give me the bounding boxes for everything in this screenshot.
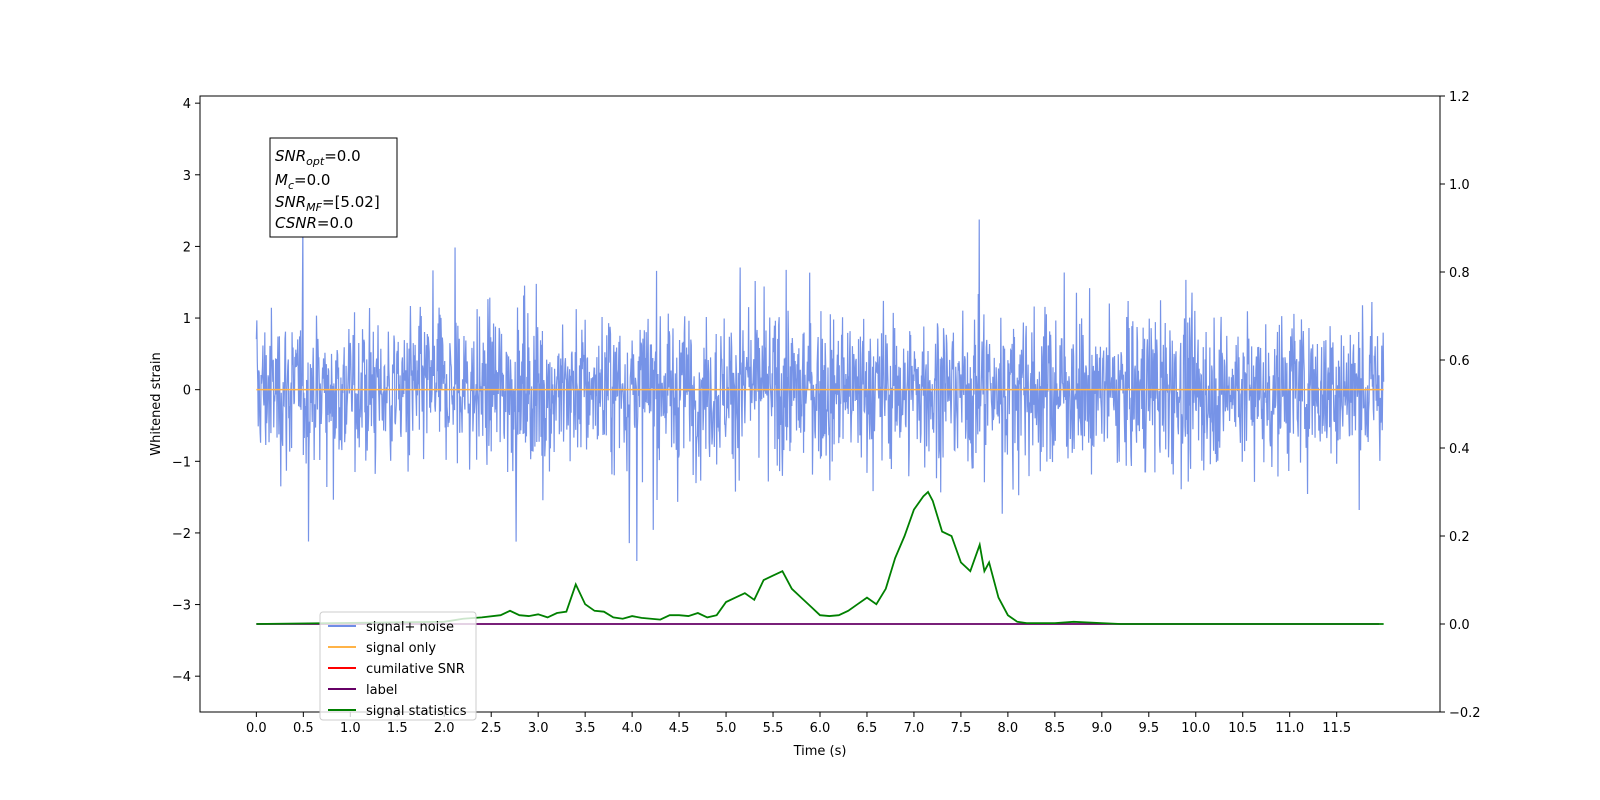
y-tick-label: 3 [183, 169, 191, 184]
y2-tick-label: 1.2 [1449, 90, 1470, 105]
x-tick-label: 8.5 [1045, 721, 1066, 736]
y-tick-label: −4 [172, 670, 191, 685]
y-tick-label: −2 [172, 527, 191, 542]
y-tick-label: 0 [183, 384, 191, 399]
x-tick-label: 6.5 [857, 721, 878, 736]
x-tick-label: 10.0 [1181, 721, 1210, 736]
signal-statistics-line [256, 490, 1384, 625]
x-tick-label: 0.0 [246, 721, 267, 736]
series-signal-noise [255, 219, 1385, 561]
noise-trace [255, 219, 1385, 561]
x-tick-label: 7.5 [951, 721, 972, 736]
y2-tick-label: 0.0 [1449, 618, 1470, 633]
x-tick-label: 2.0 [434, 721, 455, 736]
x-tick-label: 3.0 [528, 721, 549, 736]
x-tick-label: 3.5 [575, 721, 596, 736]
y-axis-right: 1.2 1.0 0.8 0.6 0.4 0.2 0.0 −0.2 [1440, 90, 1481, 721]
legend: signal+ noise signal only cumilative SNR la… [319, 611, 477, 721]
x-tick-label: 10.5 [1228, 721, 1257, 736]
x-tick-label: 8.0 [998, 721, 1019, 736]
y-tick-label: −3 [172, 599, 191, 614]
info-csnr: CSNR=0.0 [275, 214, 353, 232]
legend-label: label [366, 683, 397, 698]
y-axis-label: Whitened strain [149, 352, 164, 455]
x-tick-label: 0.5 [293, 721, 314, 736]
legend-label: signal only [366, 641, 436, 656]
y2-tick-label: 0.6 [1449, 354, 1470, 369]
x-tick-label: 9.0 [1091, 721, 1112, 736]
legend-frame [319, 611, 477, 721]
legend-label: signal+ noise [366, 620, 454, 635]
info-box-frame [269, 137, 398, 238]
y2-tick-label: 0.2 [1449, 530, 1470, 545]
y2-tick-label: 1.0 [1449, 178, 1470, 193]
legend-label: cumilative SNR [366, 662, 465, 677]
y2-tick-label: −0.2 [1449, 706, 1481, 721]
y-tick-label: 4 [183, 97, 191, 112]
x-axis-label: Time (s) [793, 744, 847, 759]
x-tick-label: 4.5 [669, 721, 690, 736]
x-tick-label: 11.5 [1322, 721, 1351, 736]
info-mc: Mc=0.0 [275, 171, 330, 192]
y2-tick-label: 0.4 [1449, 442, 1470, 457]
x-tick-label: 2.5 [481, 721, 502, 736]
y-tick-label: 1 [183, 312, 191, 327]
y2-tick-label: 0.8 [1449, 266, 1470, 281]
x-tick-label: 11.0 [1275, 721, 1304, 736]
x-tick-label: 4.0 [622, 721, 643, 736]
y-axis-left: 4 3 2 1 0 −1 −2 −3 −4 [172, 97, 200, 685]
x-tick-label: 6.0 [810, 721, 831, 736]
x-tick-label: 1.5 [387, 721, 408, 736]
y-tick-label: −1 [172, 455, 191, 470]
x-tick-label: 7.0 [904, 721, 925, 736]
x-tick-label: 5.5 [763, 721, 784, 736]
info-box: SNRopt=0.0 Mc=0.0 SNRMF=[5.02] CSNR=0.0 [269, 137, 398, 238]
x-tick-label: 1.0 [340, 721, 361, 736]
x-axis: 0.0 0.5 1.0 1.5 2.0 2.5 3.0 3.5 4.0 4.5 5.0 5.5 6.0 6… [246, 712, 1351, 736]
legend-label: signal statistics [366, 704, 467, 719]
x-tick-label: 5.0 [716, 721, 737, 736]
y-tick-label: 2 [183, 240, 191, 255]
info-snr-opt: SNRopt=0.0 [275, 147, 361, 168]
info-snr-mf: SNRMF=[5.02] [275, 193, 380, 214]
x-tick-label: 9.5 [1138, 721, 1159, 736]
